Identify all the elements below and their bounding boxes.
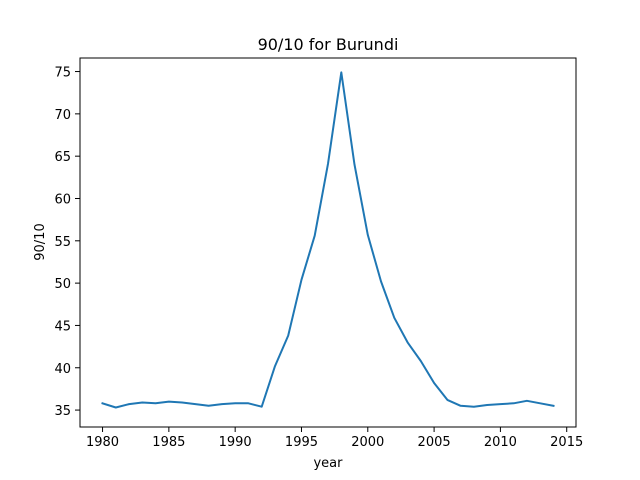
y-tick-label: 70 xyxy=(54,108,71,123)
y-axis-label: 90/10 xyxy=(33,223,48,260)
x-tick-label: 2015 xyxy=(550,435,583,450)
x-tick-label: 1995 xyxy=(285,435,318,450)
x-axis-label: year xyxy=(313,456,343,471)
axes-frame xyxy=(79,57,577,428)
x-tick-label: 2000 xyxy=(351,435,384,450)
x-tick-label: 2010 xyxy=(484,435,517,450)
chart-title: 90/10 for Burundi xyxy=(258,35,399,54)
y-tick-label: 55 xyxy=(54,235,71,250)
x-tick-label: 2005 xyxy=(418,435,451,450)
y-tick-label: 60 xyxy=(54,192,71,207)
series-line xyxy=(101,71,555,409)
y-axis: 35 40 45 50 55 60 65 70 75 xyxy=(54,66,80,419)
x-tick-label: 1985 xyxy=(152,435,185,450)
y-tick-label: 40 xyxy=(54,362,71,377)
x-tick-label: 1990 xyxy=(219,435,252,450)
y-tick-label: 35 xyxy=(54,404,71,419)
y-tick-label: 75 xyxy=(54,66,71,81)
y-tick-label: 45 xyxy=(54,319,71,334)
x-axis: 1980 1985 1990 1995 2000 2005 2010 2015 xyxy=(86,427,583,450)
plot-area: 1980 1985 1990 1995 2000 2005 2010 2015 35 40 45 5… xyxy=(54,57,583,450)
y-tick-label: 50 xyxy=(54,277,71,292)
y-tick-label: 65 xyxy=(54,150,71,165)
x-tick-label: 1980 xyxy=(86,435,119,450)
